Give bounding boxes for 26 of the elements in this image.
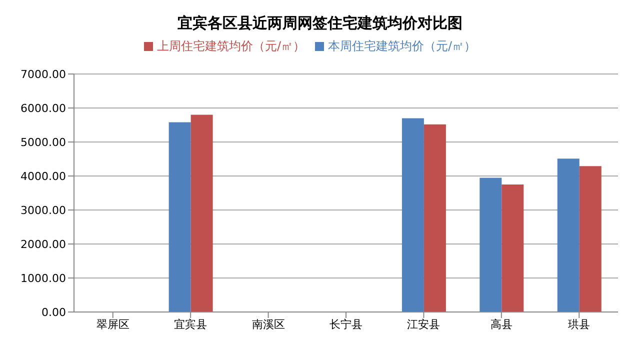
legend-label: 上周住宅建筑均价（元/㎡） (156, 39, 305, 53)
y-tick-label: 4000.00 (20, 170, 66, 183)
y-tick-label: 2000.00 (20, 238, 66, 251)
x-tick-label: 长宁县 (330, 318, 362, 331)
y-tick-label: 7000.00 (20, 68, 66, 81)
bar (502, 184, 524, 312)
x-tick-label: 翠屏区 (96, 318, 130, 331)
bar (402, 118, 424, 312)
x-tick-label: 高县 (490, 318, 512, 331)
chart-title: 宜宾各区县近两周网签住宅建筑均价对比图 (176, 13, 464, 34)
bar (557, 158, 580, 312)
legend-label: 本周住宅建筑均价（元/㎡） (328, 39, 476, 53)
x-tick-label: 宜宾县 (174, 318, 208, 331)
y-tick-label: 3000.00 (20, 204, 66, 217)
x-tick-label: 珙县 (568, 318, 590, 331)
bar (579, 166, 602, 312)
y-tick-label: 1000.00 (20, 272, 66, 285)
y-tick-label: 0.00 (42, 306, 66, 319)
x-tick-label: 江安县 (407, 318, 440, 331)
y-tick-label: 5000.00 (20, 136, 66, 149)
y-tick-label: 6000.00 (20, 102, 66, 115)
bar (190, 114, 213, 312)
bar (480, 178, 502, 312)
bar (424, 124, 446, 312)
x-tick-label: 南溪区 (252, 318, 285, 331)
bar (168, 122, 191, 312)
